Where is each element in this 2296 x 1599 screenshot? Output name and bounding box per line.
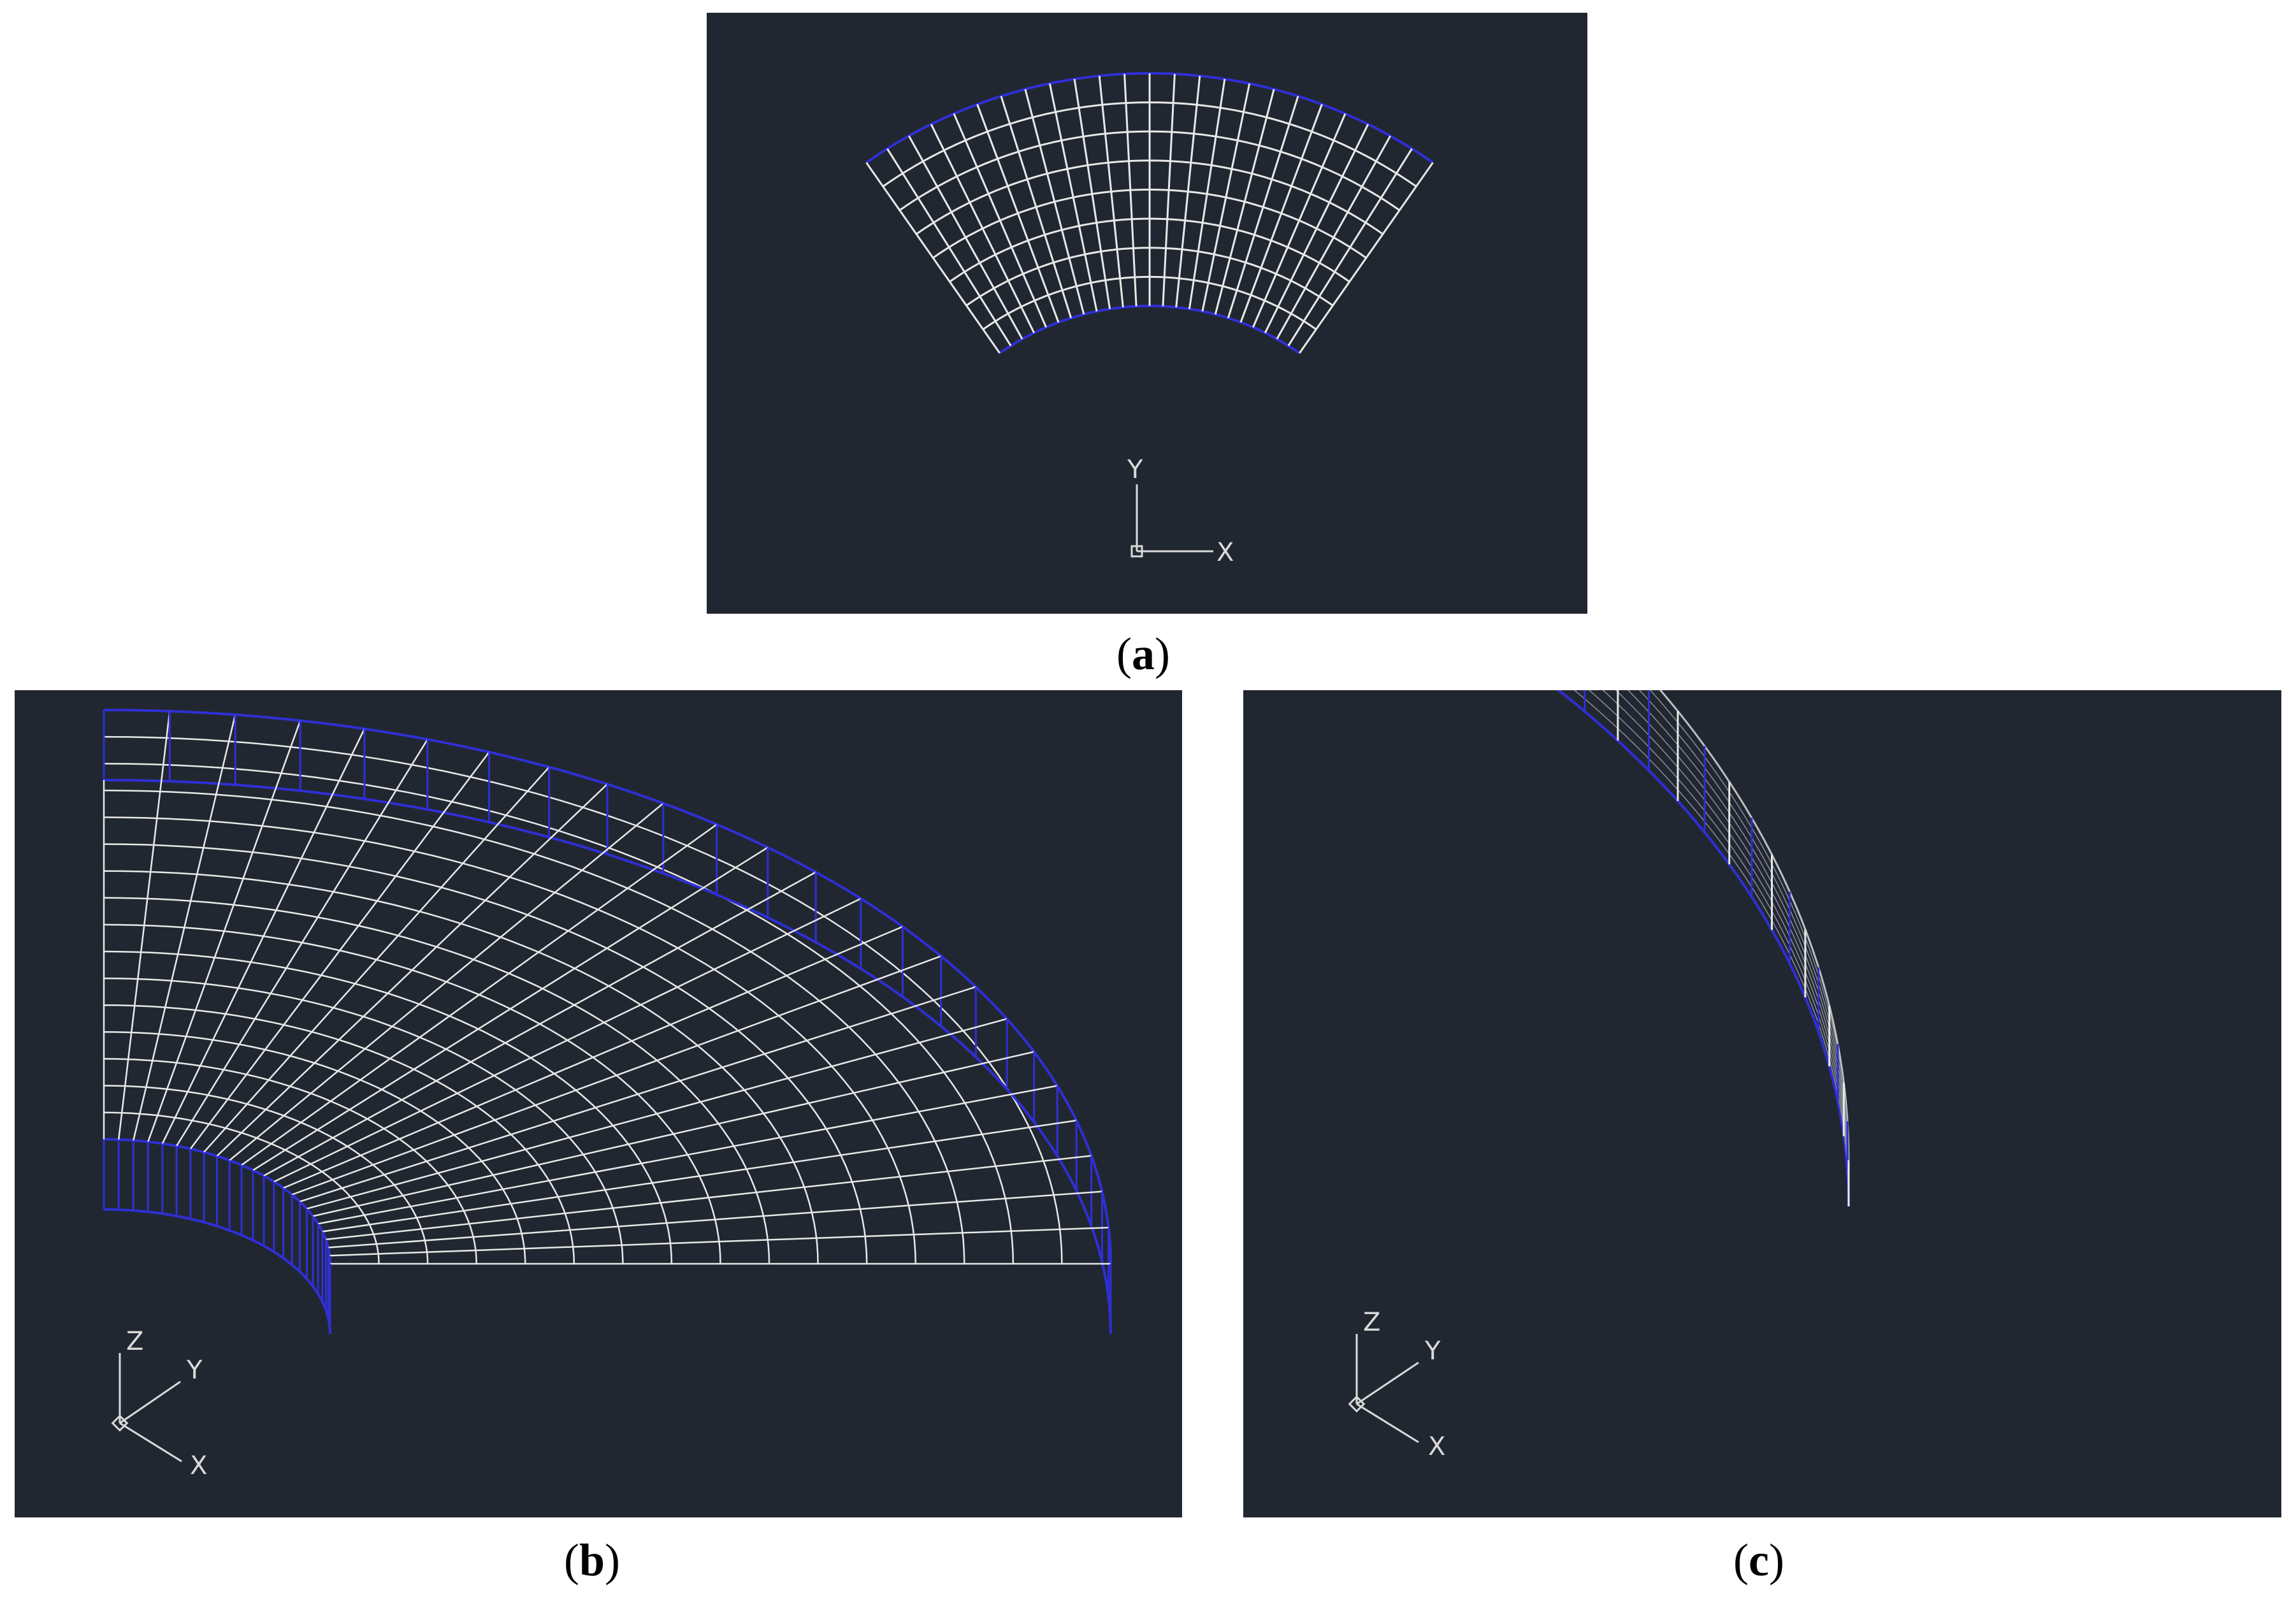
mesh-radial-line [283, 925, 903, 1189]
mesh-radial-line [1000, 96, 1072, 319]
x-axis-line [1356, 1403, 1419, 1443]
ucs-icon-xy: Y X [1127, 455, 1234, 567]
mesh-radial-line [1239, 104, 1323, 323]
viewport-c: Z Y X [1243, 690, 2281, 1517]
mesh-c [1556, 690, 1850, 1207]
axis-label-y: Y [1424, 1336, 1441, 1366]
mesh-radial-line [317, 1085, 1058, 1225]
wall-top-edge [1659, 690, 1850, 1161]
viewport-b: Z Y X [15, 690, 1182, 1517]
origin-box-icon [111, 1414, 129, 1432]
mesh-radial-line [1188, 78, 1226, 310]
mesh-radial-line [865, 162, 1001, 354]
sector-mesh-iso-view: Z Y X [103, 709, 1112, 1480]
mesh-radial-line [976, 104, 1060, 323]
mesh-radial-line [252, 846, 769, 1171]
mesh-radial-line [216, 783, 608, 1157]
axis-label-y: Y [186, 1356, 203, 1385]
caption-b: (b) [564, 1535, 621, 1586]
caption-c: (c) [1733, 1535, 1784, 1586]
mesh-radial-line [117, 711, 171, 1140]
mesh-radial-line [1024, 89, 1085, 315]
mesh-radial-line [1214, 89, 1275, 315]
mesh-radial-line [1276, 135, 1392, 340]
mesh-radial-line [1123, 73, 1137, 307]
mesh-radial-line [161, 728, 366, 1144]
mesh-radial-line [1264, 124, 1369, 333]
sector-mesh-top-view: Y X [865, 71, 1434, 567]
wall-layer-line [1588, 690, 1849, 1195]
axis-label-x: X [1217, 538, 1234, 567]
wall-layer-line [1649, 690, 1849, 1166]
mesh-arc-bottom [103, 779, 1112, 1335]
mesh-arc-bottom [104, 1208, 331, 1335]
mesh-radial-line [1252, 113, 1347, 328]
mesh-radial-line [291, 955, 942, 1196]
mesh-radial-line [886, 148, 1012, 347]
mesh-radial-line [1098, 75, 1124, 308]
axis-label-y: Y [1127, 455, 1143, 484]
mesh-radial-line [953, 113, 1047, 328]
viewport-a: Y X [707, 13, 1587, 614]
caption-a: (a) [1116, 628, 1170, 679]
mesh-radial-line [1073, 78, 1111, 310]
ucs-icon-xyz: Z Y X [111, 1327, 207, 1480]
mesh-radial-line [1162, 73, 1176, 307]
mesh-radial-line [322, 1119, 1077, 1233]
axis-label-x: X [190, 1451, 207, 1480]
mesh-radial-line [133, 714, 236, 1141]
origin-box-icon [1348, 1395, 1366, 1413]
y-axis-line [119, 1380, 181, 1424]
mesh-radial-line [907, 135, 1023, 340]
wall-layer-line [1615, 690, 1849, 1183]
wall-layer-line [1573, 690, 1849, 1201]
mesh-radial-line [1287, 148, 1413, 347]
mesh-radial-line [147, 720, 301, 1142]
wall-layer-line [1602, 690, 1849, 1189]
mesh-radial-line [328, 1190, 1102, 1248]
wall-bottom-edge [1556, 690, 1850, 1207]
y-axis-line [1356, 1361, 1419, 1405]
mesh-radial-line [203, 766, 550, 1153]
mesh-radial-line [229, 802, 664, 1161]
axis-label-z: Z [126, 1327, 143, 1356]
ucs-icon-xyz: Z Y X [1348, 1308, 1445, 1461]
mesh-a [865, 71, 1434, 354]
mesh-radial-line [930, 124, 1036, 333]
mesh-radial-line [307, 1018, 1007, 1210]
wall-layer-line [1627, 690, 1849, 1178]
mesh-radial-line [1048, 83, 1098, 312]
mesh-radial-line [263, 871, 816, 1176]
mesh-radial-line [1298, 162, 1434, 354]
origin-box-icon [1130, 545, 1143, 558]
wall-layer-line [1638, 690, 1849, 1172]
mesh-radial-line [312, 1051, 1034, 1217]
axis-label-z: Z [1363, 1308, 1380, 1337]
mesh-radial-line [273, 897, 862, 1183]
mesh-radial-line [1175, 75, 1201, 308]
mesh-radial-line [241, 823, 718, 1166]
mesh-radial-line [176, 739, 428, 1147]
x-axis-line [119, 1422, 182, 1463]
axis-label-x: X [1428, 1432, 1445, 1461]
mesh-radial-line [300, 986, 976, 1203]
mesh-radial-line [329, 1226, 1109, 1257]
mesh-arc [999, 304, 1301, 354]
mesh-radial-line [189, 751, 490, 1150]
mesh-radial-line [1227, 96, 1299, 319]
sector-mesh-side-view: Z Y X [1348, 690, 1850, 1461]
mesh-radial-line [326, 1155, 1092, 1241]
mesh-b [103, 709, 1112, 1335]
mesh-radial-line [1201, 83, 1251, 312]
